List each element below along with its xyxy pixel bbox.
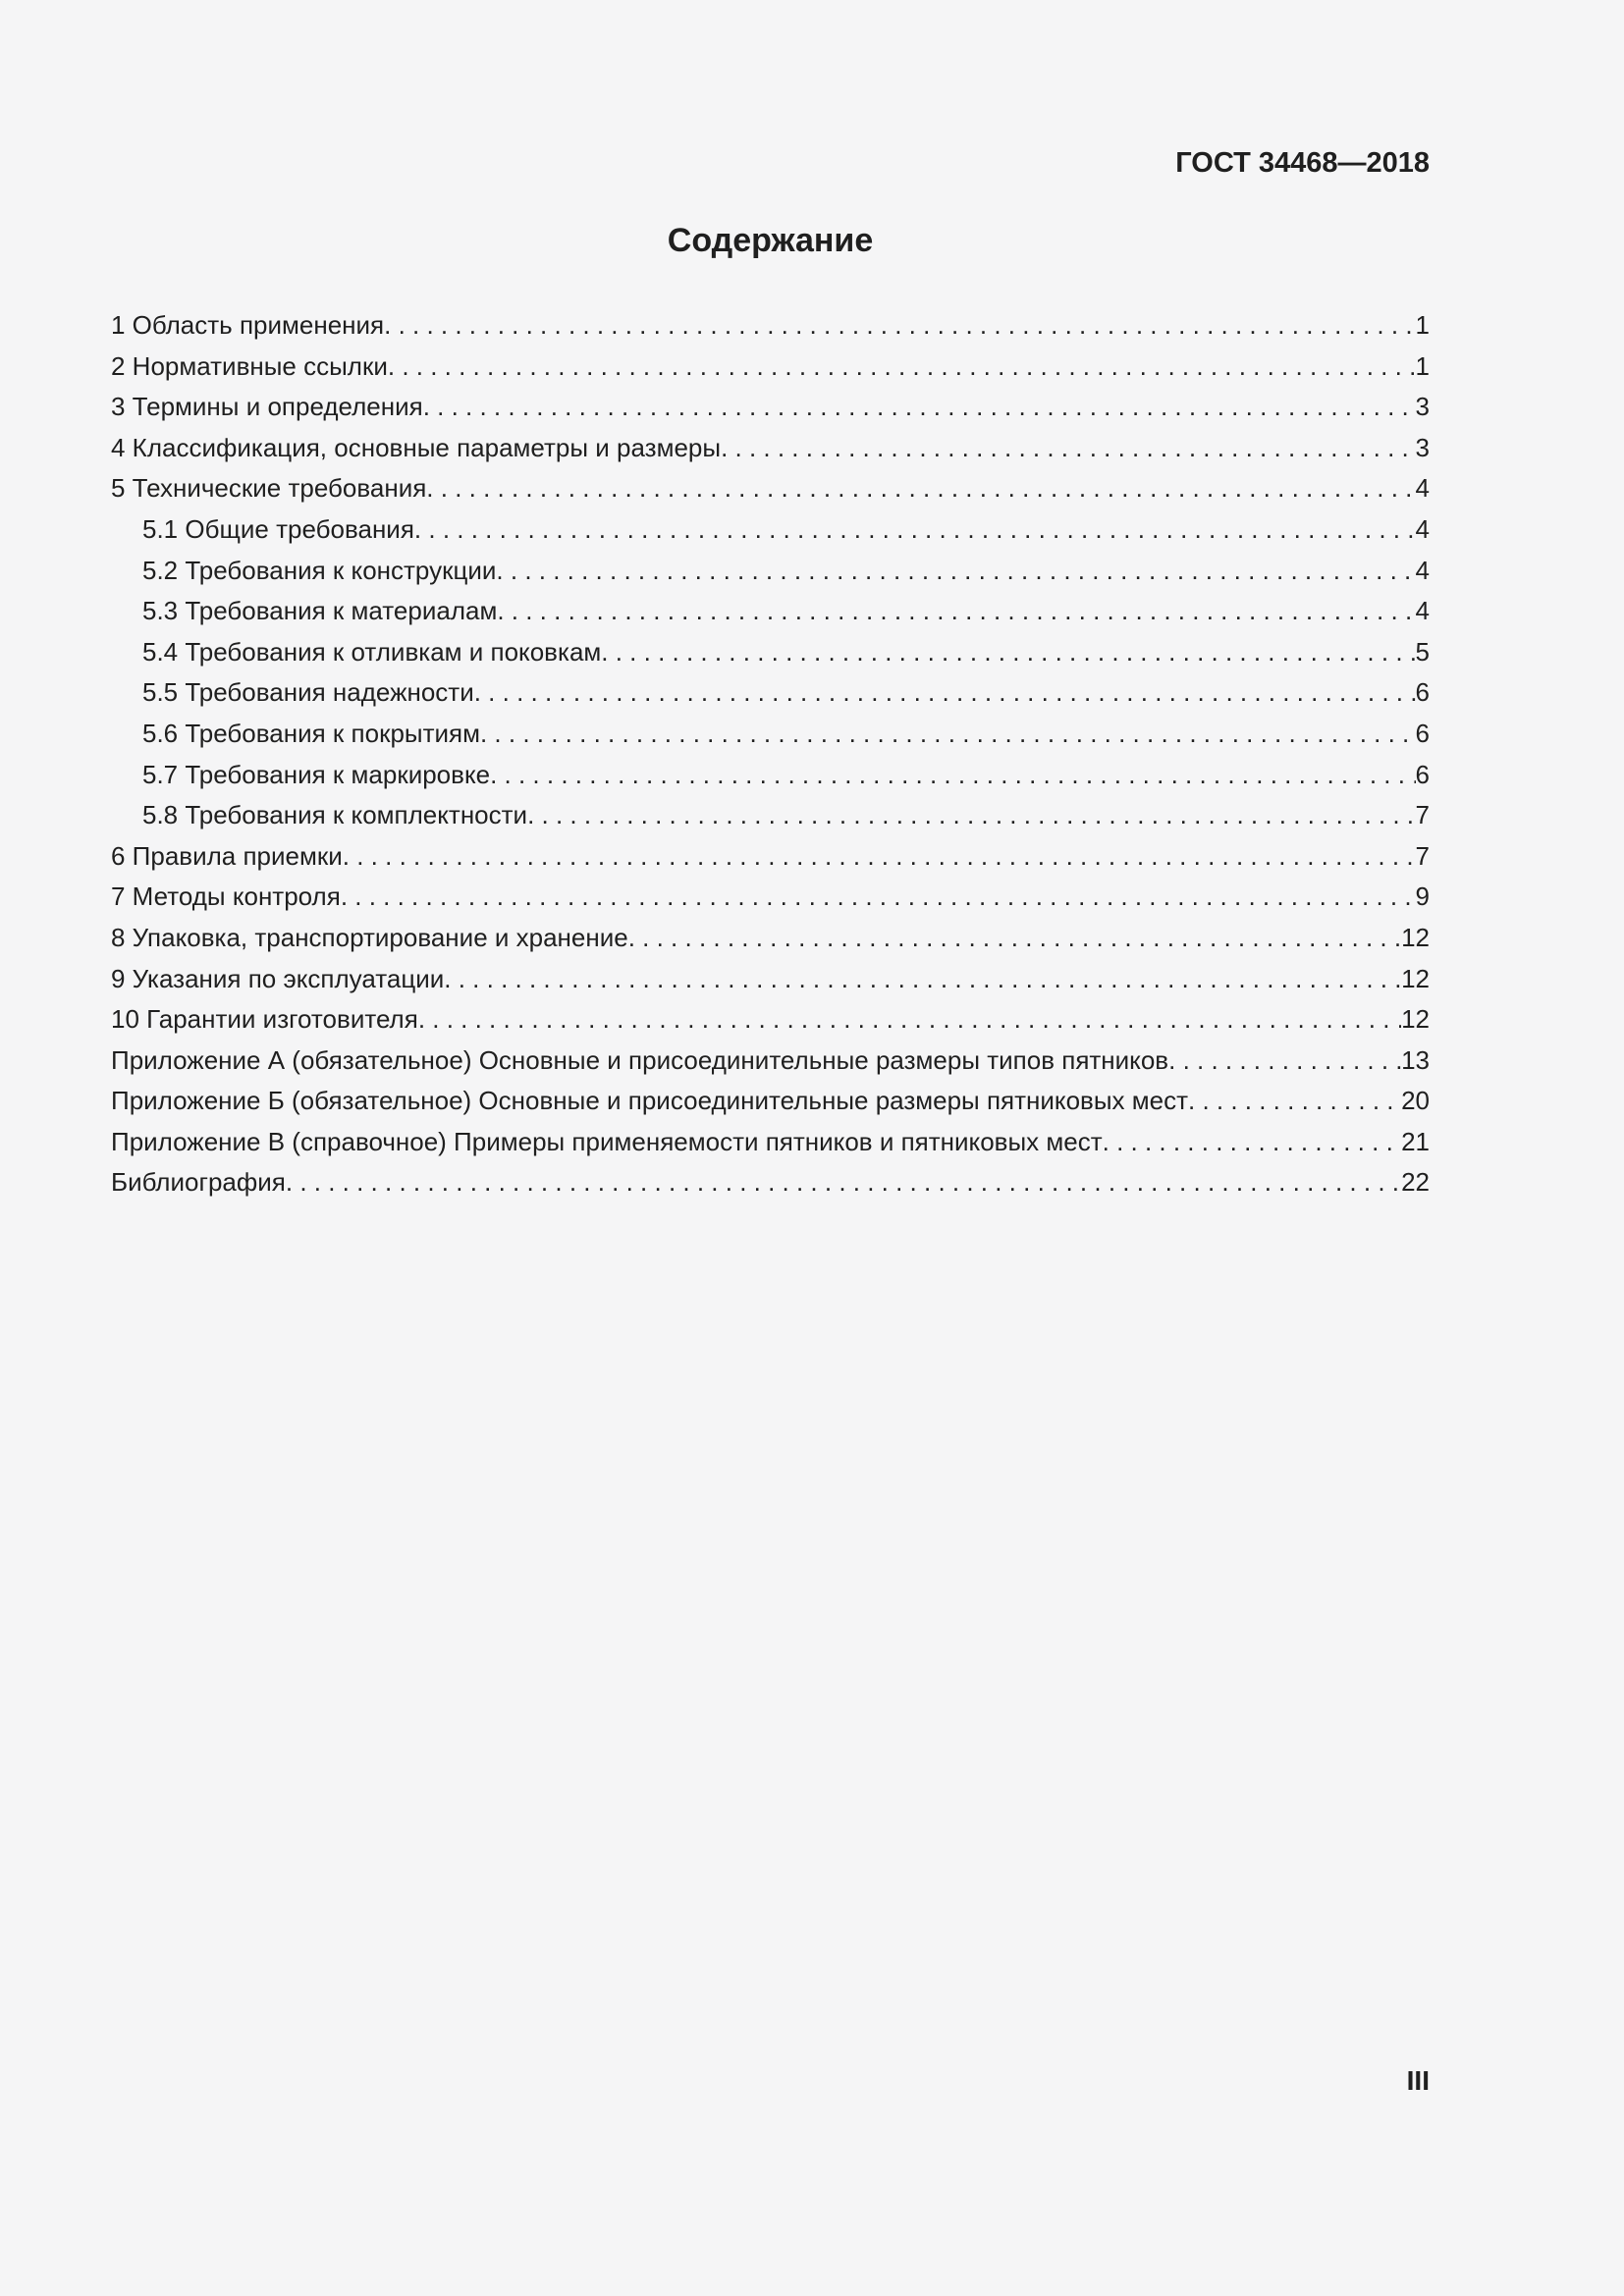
toc-entry-label: Приложение А (обязательное) Основные и п… (111, 1044, 1169, 1075)
toc-entry-label: 5.7 Требования к маркировке (142, 759, 491, 789)
page-title: Содержание (667, 222, 874, 259)
toc-dot-leader: . . . . . . . . . . . . . . . . . . . . … (417, 1004, 1401, 1035)
toc-entry-page: 4 (1415, 473, 1430, 504)
toc-dot-leader: . . . . . . . . . . . . . . . . . . . . … (1168, 1044, 1401, 1075)
toc-entry: 1 Область применения . . . . . . . . . .… (111, 305, 1430, 347)
toc-entry-page: 12 (1401, 922, 1430, 952)
toc-entry: Приложение Б (обязательное) Основные и п… (111, 1081, 1430, 1122)
toc-entry-page: 6 (1415, 718, 1430, 748)
toc-entry: Библиография . . . . . . . . . . . . . .… (111, 1162, 1430, 1203)
toc-dot-leader: . . . . . . . . . . . . . . . . . . . . … (444, 963, 1402, 993)
toc-entry-label: 5 Технические требования (111, 473, 427, 504)
toc-entry-label: 5.6 Требования к покрытиям (142, 718, 480, 748)
toc-dot-leader: . . . . . . . . . . . . . . . . . . . . … (601, 636, 1415, 667)
toc-entry: 5.6 Требования к покрытиям . . . . . . .… (111, 714, 1430, 755)
toc-dot-leader: . . . . . . . . . . . . . . . . . . . . … (721, 432, 1415, 462)
toc-entry: 5.7 Требования к маркировке . . . . . . … (111, 755, 1430, 796)
toc-entry-page: 12 (1401, 963, 1430, 993)
toc-entry-page: 5 (1415, 636, 1430, 667)
toc-entry-page: 13 (1401, 1044, 1430, 1075)
toc-entry: 5.5 Требования надежности . . . . . . . … (111, 672, 1430, 714)
toc-dot-leader: . . . . . . . . . . . . . . . . . . . . … (627, 922, 1402, 952)
toc-entry: 5.4 Требования к отливкам и поковкам . .… (111, 632, 1430, 673)
toc-dot-leader: . . . . . . . . . . . . . . . . . . . . … (413, 513, 1416, 544)
page-number: III (1406, 2065, 1430, 2096)
toc-entry: 5.8 Требования к комплектности . . . . .… (111, 795, 1430, 836)
toc-entry: 5.1 Общие требования . . . . . . . . . .… (111, 509, 1430, 551)
toc-dot-leader: . . . . . . . . . . . . . . . . . . . . … (497, 596, 1415, 626)
toc-entry: 6 Правила приемки . . . . . . . . . . . … (111, 836, 1430, 878)
toc-entry-label: 5.3 Требования к материалам (142, 596, 498, 626)
toc-dot-leader: . . . . . . . . . . . . . . . . . . . . … (384, 310, 1415, 340)
toc-entry-label: Приложение В (справочное) Примеры примен… (111, 1126, 1103, 1156)
toc-dot-leader: . . . . . . . . . . . . . . . . . . . . … (490, 759, 1415, 789)
toc-dot-leader: . . . . . . . . . . . . . . . . . . . . … (473, 677, 1416, 708)
toc-entry-page: 3 (1415, 432, 1430, 462)
toc-entry-page: 7 (1415, 800, 1430, 830)
toc-entry-label: 5.2 Требования к конструкции (142, 555, 497, 585)
toc-entry-label: 3 Термины и определения (111, 392, 423, 422)
toc-entry: 5.3 Требования к материалам . . . . . . … (111, 591, 1430, 632)
toc-entry: 9 Указания по эксплуатации . . . . . . .… (111, 959, 1430, 1000)
toc-dot-leader: . . . . . . . . . . . . . . . . . . . . … (527, 800, 1415, 830)
toc-entry-label: Библиография (111, 1167, 286, 1198)
toc-dot-leader: . . . . . . . . . . . . . . . . . . . . … (340, 881, 1416, 912)
toc-entry-page: 7 (1415, 840, 1430, 871)
toc-entry-label: 5.8 Требования к комплектности (142, 800, 528, 830)
toc-dot-leader: . . . . . . . . . . . . . . . . . . . . … (285, 1167, 1401, 1198)
toc-entry: 2 Нормативные ссылки . . . . . . . . . .… (111, 347, 1430, 388)
standard-number: ГОСТ 34468—2018 (1175, 147, 1430, 179)
toc-entry: 8 Упаковка, транспортирование и хранение… (111, 918, 1430, 959)
toc-dot-leader: . . . . . . . . . . . . . . . . . . . . … (422, 392, 1416, 422)
toc-entry: 7 Методы контроля . . . . . . . . . . . … (111, 877, 1430, 918)
toc-dot-leader: . . . . . . . . . . . . . . . . . . . . … (496, 555, 1415, 585)
toc-entry: 5.2 Требования к конструкции . . . . . .… (111, 551, 1430, 592)
toc-entry-label: Приложение Б (обязательное) Основные и п… (111, 1086, 1188, 1116)
toc-entry-label: 8 Упаковка, транспортирование и хранение (111, 922, 628, 952)
toc-dot-leader: . . . . . . . . . . . . . . . . . . . . … (1102, 1126, 1401, 1156)
toc-entry-page: 3 (1415, 392, 1430, 422)
toc-entry-label: 5.5 Требования надежности (142, 677, 474, 708)
toc-entry-page: 22 (1401, 1167, 1430, 1198)
toc-dot-leader: . . . . . . . . . . . . . . . . . . . . … (479, 718, 1416, 748)
toc-entry-label: 10 Гарантии изготовителя (111, 1004, 418, 1035)
toc-entry-page: 6 (1415, 759, 1430, 789)
toc-dot-leader: . . . . . . . . . . . . . . . . . . . . … (426, 473, 1415, 504)
toc-entry-label: 4 Классификация, основные параметры и ра… (111, 432, 722, 462)
toc-entry: 3 Термины и определения . . . . . . . . … (111, 387, 1430, 428)
toc-entry-page: 1 (1415, 350, 1430, 381)
toc-entry-label: 5.4 Требования к отливкам и поковкам (142, 636, 602, 667)
toc-entry-page: 9 (1415, 881, 1430, 912)
toc-dot-leader: . . . . . . . . . . . . . . . . . . . . … (387, 350, 1416, 381)
toc-entry-label: 1 Область применения (111, 310, 385, 340)
toc-entry-label: 5.1 Общие требования (142, 513, 414, 544)
toc-entry-label: 6 Правила приемки (111, 840, 343, 871)
toc-list: 1 Область применения . . . . . . . . . .… (111, 305, 1430, 1203)
toc-entry: Приложение А (обязательное) Основные и п… (111, 1041, 1430, 1082)
toc-entry-page: 21 (1401, 1126, 1430, 1156)
toc-entry-page: 20 (1401, 1086, 1430, 1116)
toc-entry: Приложение В (справочное) Примеры примен… (111, 1122, 1430, 1163)
toc-entry-page: 4 (1415, 596, 1430, 626)
toc-dot-leader: . . . . . . . . . . . . . . . . . . . . … (342, 840, 1416, 871)
toc-entry-page: 12 (1401, 1004, 1430, 1035)
toc-entry-page: 4 (1415, 513, 1430, 544)
toc-entry-page: 4 (1415, 555, 1430, 585)
toc-entry-label: 2 Нормативные ссылки (111, 350, 388, 381)
toc-entry: 10 Гарантии изготовителя . . . . . . . .… (111, 999, 1430, 1041)
toc-entry: 4 Классификация, основные параметры и ра… (111, 428, 1430, 469)
toc-entry-label: 9 Указания по эксплуатации (111, 963, 445, 993)
toc-entry-page: 1 (1415, 310, 1430, 340)
toc-entry: 5 Технические требования . . . . . . . .… (111, 468, 1430, 509)
toc-entry-label: 7 Методы контроля (111, 881, 341, 912)
toc-entry-page: 6 (1415, 677, 1430, 708)
toc-dot-leader: . . . . . . . . . . . . . . . . . . . . … (1188, 1086, 1401, 1116)
